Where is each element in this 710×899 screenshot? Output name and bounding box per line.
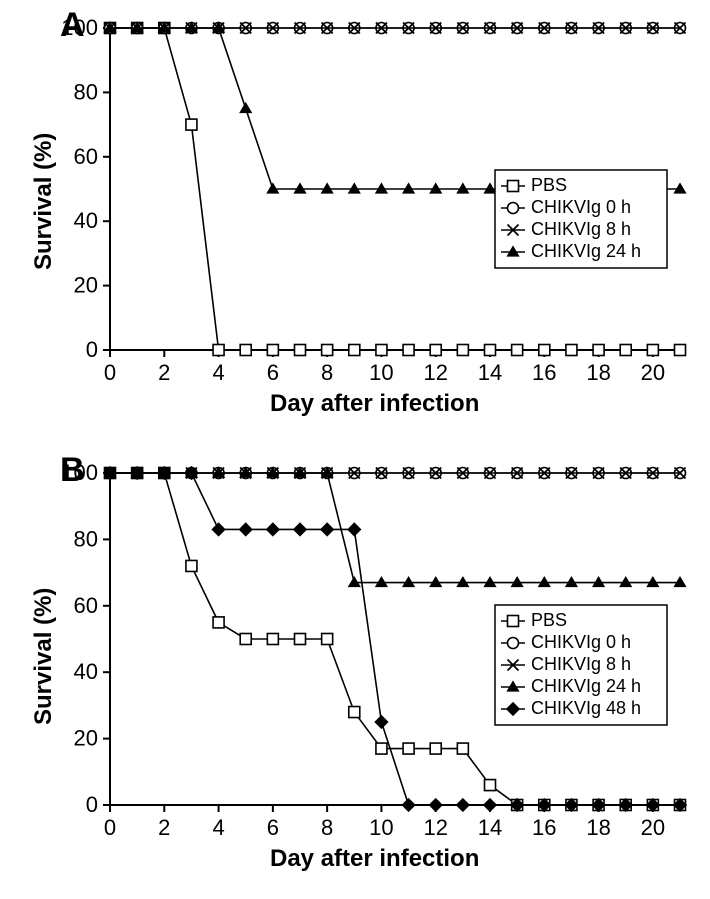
svg-text:0: 0 bbox=[104, 815, 116, 840]
svg-text:10: 10 bbox=[369, 815, 393, 840]
svg-text:14: 14 bbox=[478, 360, 502, 385]
svg-text:PBS: PBS bbox=[531, 610, 567, 630]
svg-text:4: 4 bbox=[212, 360, 224, 385]
svg-text:8: 8 bbox=[321, 360, 333, 385]
svg-text:CHIKVIg 24 h: CHIKVIg 24 h bbox=[531, 241, 641, 261]
svg-text:2: 2 bbox=[158, 815, 170, 840]
svg-text:CHIKVIg 0 h: CHIKVIg 0 h bbox=[531, 632, 631, 652]
svg-text:10: 10 bbox=[369, 360, 393, 385]
panel-b: B Survival (%) Day after infection 02040… bbox=[0, 445, 710, 899]
svg-text:16: 16 bbox=[532, 815, 556, 840]
svg-text:CHIKVIg 48 h: CHIKVIg 48 h bbox=[531, 698, 641, 718]
svg-text:CHIKVIg 8 h: CHIKVIg 8 h bbox=[531, 654, 631, 674]
plot-b: 02040608010002468101214161820PBSCHIKVIg … bbox=[0, 445, 710, 899]
svg-text:60: 60 bbox=[74, 593, 98, 618]
svg-text:CHIKVIg 8 h: CHIKVIg 8 h bbox=[531, 219, 631, 239]
svg-text:2: 2 bbox=[158, 360, 170, 385]
svg-text:8: 8 bbox=[321, 815, 333, 840]
svg-text:6: 6 bbox=[267, 815, 279, 840]
svg-text:16: 16 bbox=[532, 360, 556, 385]
svg-text:CHIKVIg 24 h: CHIKVIg 24 h bbox=[531, 676, 641, 696]
svg-text:0: 0 bbox=[104, 360, 116, 385]
svg-text:0: 0 bbox=[86, 337, 98, 362]
svg-text:18: 18 bbox=[586, 360, 610, 385]
panel-label-a: A bbox=[60, 6, 85, 45]
svg-text:40: 40 bbox=[74, 208, 98, 233]
svg-text:20: 20 bbox=[74, 273, 98, 298]
panel-a: A Survival (%) Day after infection 02040… bbox=[0, 0, 710, 440]
figure: A Survival (%) Day after infection 02040… bbox=[0, 0, 710, 899]
svg-text:80: 80 bbox=[74, 79, 98, 104]
svg-text:14: 14 bbox=[478, 815, 502, 840]
svg-text:18: 18 bbox=[586, 815, 610, 840]
svg-text:80: 80 bbox=[74, 526, 98, 551]
svg-text:6: 6 bbox=[267, 360, 279, 385]
panel-label-b: B bbox=[60, 451, 85, 490]
svg-text:12: 12 bbox=[423, 360, 447, 385]
svg-text:40: 40 bbox=[74, 659, 98, 684]
svg-text:60: 60 bbox=[74, 144, 98, 169]
svg-text:20: 20 bbox=[641, 815, 665, 840]
svg-text:CHIKVIg 0 h: CHIKVIg 0 h bbox=[531, 197, 631, 217]
plot-a: 02040608010002468101214161820PBSCHIKVIg … bbox=[0, 0, 710, 440]
svg-text:12: 12 bbox=[423, 815, 447, 840]
svg-text:0: 0 bbox=[86, 792, 98, 817]
svg-text:20: 20 bbox=[641, 360, 665, 385]
svg-text:PBS: PBS bbox=[531, 175, 567, 195]
svg-text:20: 20 bbox=[74, 726, 98, 751]
svg-text:4: 4 bbox=[212, 815, 224, 840]
